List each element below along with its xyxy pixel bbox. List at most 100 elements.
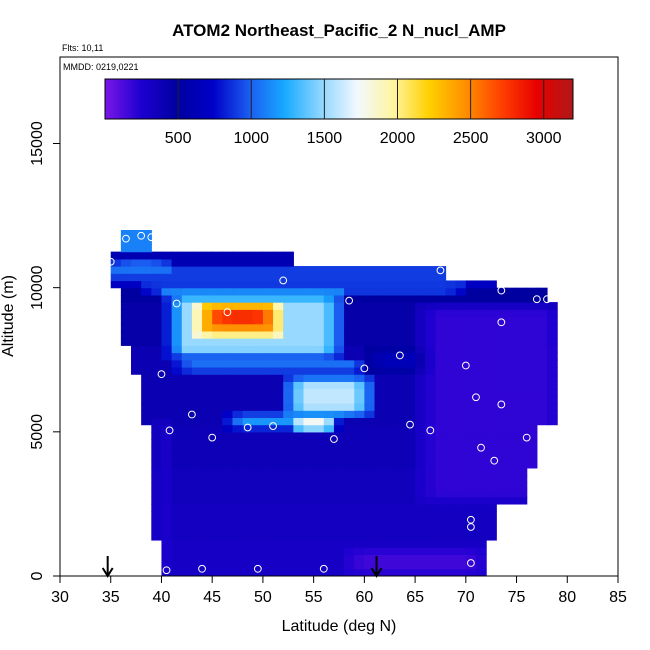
heatmap-cell: [232, 482, 244, 491]
heatmap-cell: [313, 287, 325, 296]
heatmap-cell: [344, 446, 355, 455]
heatmap-cell: [486, 475, 497, 483]
heatmap-cell: [465, 366, 477, 375]
heatmap-cell: [283, 251, 294, 260]
heatmap-cell: [435, 568, 447, 576]
heatmap-cell: [151, 518, 163, 527]
heatmap-cell: [171, 460, 183, 469]
heatmap-cell: [445, 323, 457, 332]
heatmap-cell: [212, 482, 223, 491]
heatmap-cell: [242, 417, 254, 426]
heatmap-cell: [546, 359, 558, 368]
heatmap-cell: [141, 338, 152, 346]
heatmap-cell: [374, 503, 386, 512]
heatmap-cell: [425, 439, 436, 447]
heatmap-cell: [374, 489, 386, 498]
heatmap-cell: [283, 511, 294, 519]
heatmap-cell: [252, 395, 264, 404]
heatmap-cell: [232, 266, 244, 274]
heatmap-cell: [374, 475, 386, 483]
heatmap-cell: [283, 460, 294, 469]
heatmap-cell: [404, 381, 416, 390]
heatmap-cell: [384, 431, 396, 440]
heatmap-cell: [465, 287, 477, 296]
heatmap-cell: [303, 511, 315, 519]
heatmap-cell: [455, 475, 467, 483]
heatmap-cell: [202, 359, 213, 368]
heatmap-cell: [394, 467, 406, 476]
heatmap-cell: [232, 424, 244, 433]
heatmap-cell: [141, 294, 152, 303]
heatmap-cell: [181, 374, 193, 382]
heatmap-cell: [435, 316, 447, 325]
heatmap-cell: [344, 266, 355, 274]
heatmap-cell: [212, 446, 223, 455]
heatmap-cell: [425, 561, 436, 570]
heatmap-cell: [202, 280, 213, 289]
heatmap-cell: [435, 460, 447, 469]
heatmap-cell: [536, 359, 548, 368]
heatmap-cell: [242, 374, 254, 382]
heatmap-cell: [262, 554, 274, 563]
heatmap-cell: [516, 316, 528, 325]
heatmap-cell: [526, 287, 538, 296]
heatmap-cell: [425, 395, 436, 404]
heatmap-cell: [506, 330, 518, 339]
heatmap-cell: [191, 294, 203, 303]
heatmap-cell: [445, 352, 457, 361]
heatmap-cell: [354, 496, 365, 505]
heatmap-cell: [344, 345, 355, 354]
heatmap-cell: [191, 280, 203, 289]
heatmap-cell: [445, 539, 457, 548]
heatmap-cell: [374, 345, 386, 354]
flight-point: [466, 523, 475, 531]
heatmap-cell: [273, 316, 284, 325]
heatmap-cell: [374, 359, 386, 368]
heatmap-cell: [313, 410, 325, 419]
heatmap-cell: [415, 395, 426, 404]
heatmap-cell: [283, 330, 294, 339]
heatmap-cell: [435, 381, 447, 390]
heatmap-cell: [202, 388, 213, 397]
heatmap-cell: [344, 554, 355, 563]
heatmap-cell: [394, 431, 406, 440]
heatmap-cell: [344, 417, 355, 426]
heatmap-cell: [333, 547, 345, 555]
heatmap-cell: [536, 403, 548, 411]
heatmap-cell: [171, 525, 183, 534]
heatmap-cell: [333, 287, 345, 296]
heatmap-cell: [222, 302, 234, 310]
heatmap-cell: [323, 309, 335, 318]
heatmap-cell: [273, 467, 284, 476]
heatmap-cell: [273, 388, 284, 397]
heatmap-cell: [273, 439, 284, 447]
flight-point: [137, 231, 146, 240]
heatmap-cell: [354, 503, 365, 512]
heatmap-cell: [131, 244, 142, 253]
heatmap-cell: [120, 244, 132, 253]
heatmap-cell: [435, 424, 447, 433]
heatmap-cell: [333, 518, 345, 527]
heatmap-cell: [313, 403, 325, 411]
heatmap-cell: [404, 352, 416, 361]
heatmap-cell: [404, 511, 416, 519]
heatmap-cell: [384, 302, 396, 310]
heatmap-cell: [252, 316, 264, 325]
heatmap-cell: [374, 532, 386, 541]
heatmap-cell: [323, 338, 335, 346]
heatmap-cell: [110, 258, 122, 267]
heatmap-cell: [242, 258, 254, 267]
heatmap-cell: [222, 503, 234, 512]
heatmap-cell: [404, 345, 416, 354]
heatmap-cell: [415, 316, 426, 325]
heatmap-cell: [364, 467, 376, 476]
heatmap-cell: [181, 316, 193, 325]
heatmap-cell: [212, 395, 223, 404]
heatmap-cell: [141, 309, 152, 318]
heatmap-cell: [506, 287, 518, 296]
heatmap-cell: [455, 568, 467, 576]
heatmap-cell: [344, 482, 355, 491]
heatmap-cell: [496, 424, 507, 433]
heatmap-cell: [262, 352, 274, 361]
heatmap-cell: [212, 403, 223, 411]
